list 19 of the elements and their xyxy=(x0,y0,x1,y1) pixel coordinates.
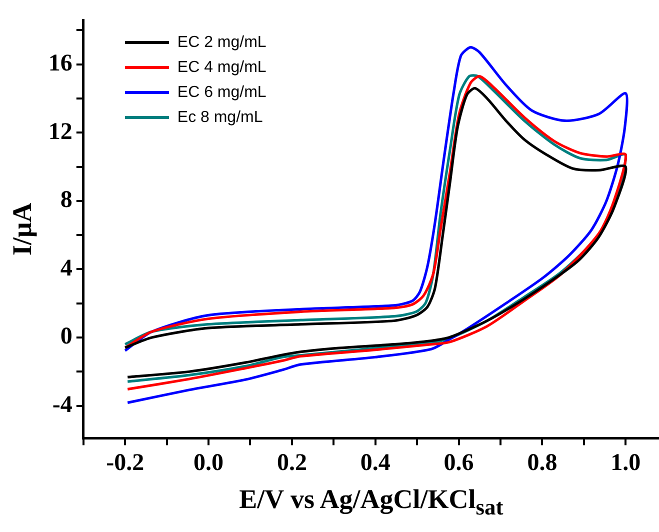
x-tick-label: 0.4 xyxy=(360,450,390,476)
x-tick-label: 0.8 xyxy=(527,450,558,476)
legend-label: Ec 8 mg/mL xyxy=(177,108,263,128)
x-tick-label: 0.2 xyxy=(276,450,307,476)
y-tick-label: -4 xyxy=(52,392,72,418)
x-tick-label: 0.6 xyxy=(444,450,474,476)
legend-label: EC 6 mg/mL xyxy=(177,83,266,103)
x-tick-label: 0.0 xyxy=(194,450,224,476)
y-axis-title: I/μA xyxy=(7,202,38,256)
legend-label: EC 4 mg/mL xyxy=(177,58,266,78)
y-tick-label: 16 xyxy=(48,50,72,77)
x-axis-title: E/V vs Ag/AgCl/KCl$_{sat}$ xyxy=(238,484,504,520)
y-tick-label: 12 xyxy=(48,118,72,145)
x-tick-label: 1.0 xyxy=(610,450,641,476)
legend-label: EC 2 mg/mL xyxy=(177,33,266,53)
y-tick-label: 0 xyxy=(60,324,72,350)
y-tick-label: 8 xyxy=(60,187,72,214)
y-tick-label: 4 xyxy=(60,255,72,282)
x-tick-label: -0.2 xyxy=(106,450,144,476)
